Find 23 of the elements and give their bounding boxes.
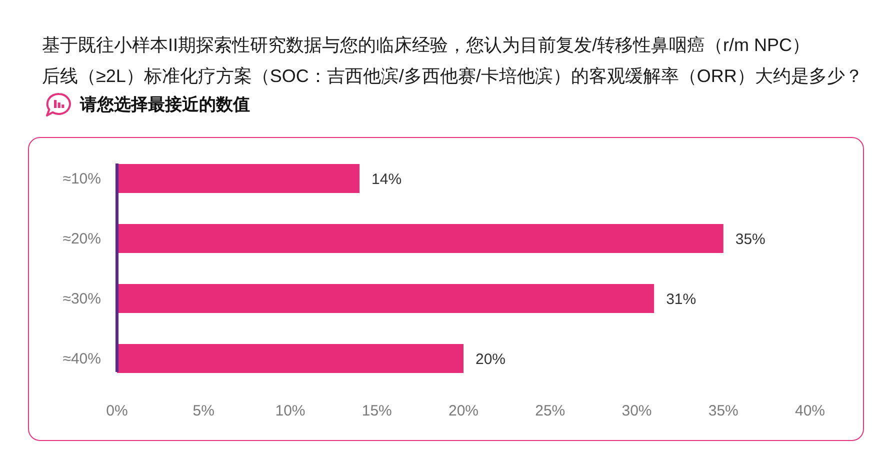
x-tick-label: 5% — [192, 402, 214, 420]
y-tick-label: ≈40% — [62, 350, 101, 368]
bar — [117, 344, 464, 373]
data-label: 35% — [735, 230, 766, 248]
y-tick-label: ≈10% — [62, 170, 101, 188]
data-label: 31% — [666, 290, 696, 308]
y-tick-label: ≈30% — [62, 290, 101, 308]
x-tick-label: 30% — [622, 402, 652, 420]
x-tick-label: 25% — [535, 402, 566, 420]
x-tick-label: 10% — [275, 402, 306, 420]
x-tick-label: 40% — [794, 402, 826, 420]
x-tick-label: 0% — [106, 402, 128, 420]
data-label: 20% — [476, 350, 506, 368]
bar — [117, 224, 724, 253]
data-label: 14% — [372, 170, 402, 188]
chart-title: 基于既往小样本II期探索性研究数据与您的临床经验，您认为目前复发/转移性鼻咽癌（r/m NPC）后线（≥2L）标准化疗方案（SOC：吉西他滨/多西他赛/卡培他滨）的客观缓解率（ORR）大约是多少？ — [42, 34, 864, 88]
bar — [117, 284, 654, 313]
x-tick-label: 35% — [708, 402, 738, 420]
x-tick-label: 20% — [448, 402, 479, 420]
chart-subtitle: 请您选择最接近的数值 — [80, 94, 250, 116]
bar — [117, 164, 360, 193]
y-tick-label: ≈20% — [62, 230, 101, 248]
x-tick-label: 15% — [362, 402, 392, 420]
